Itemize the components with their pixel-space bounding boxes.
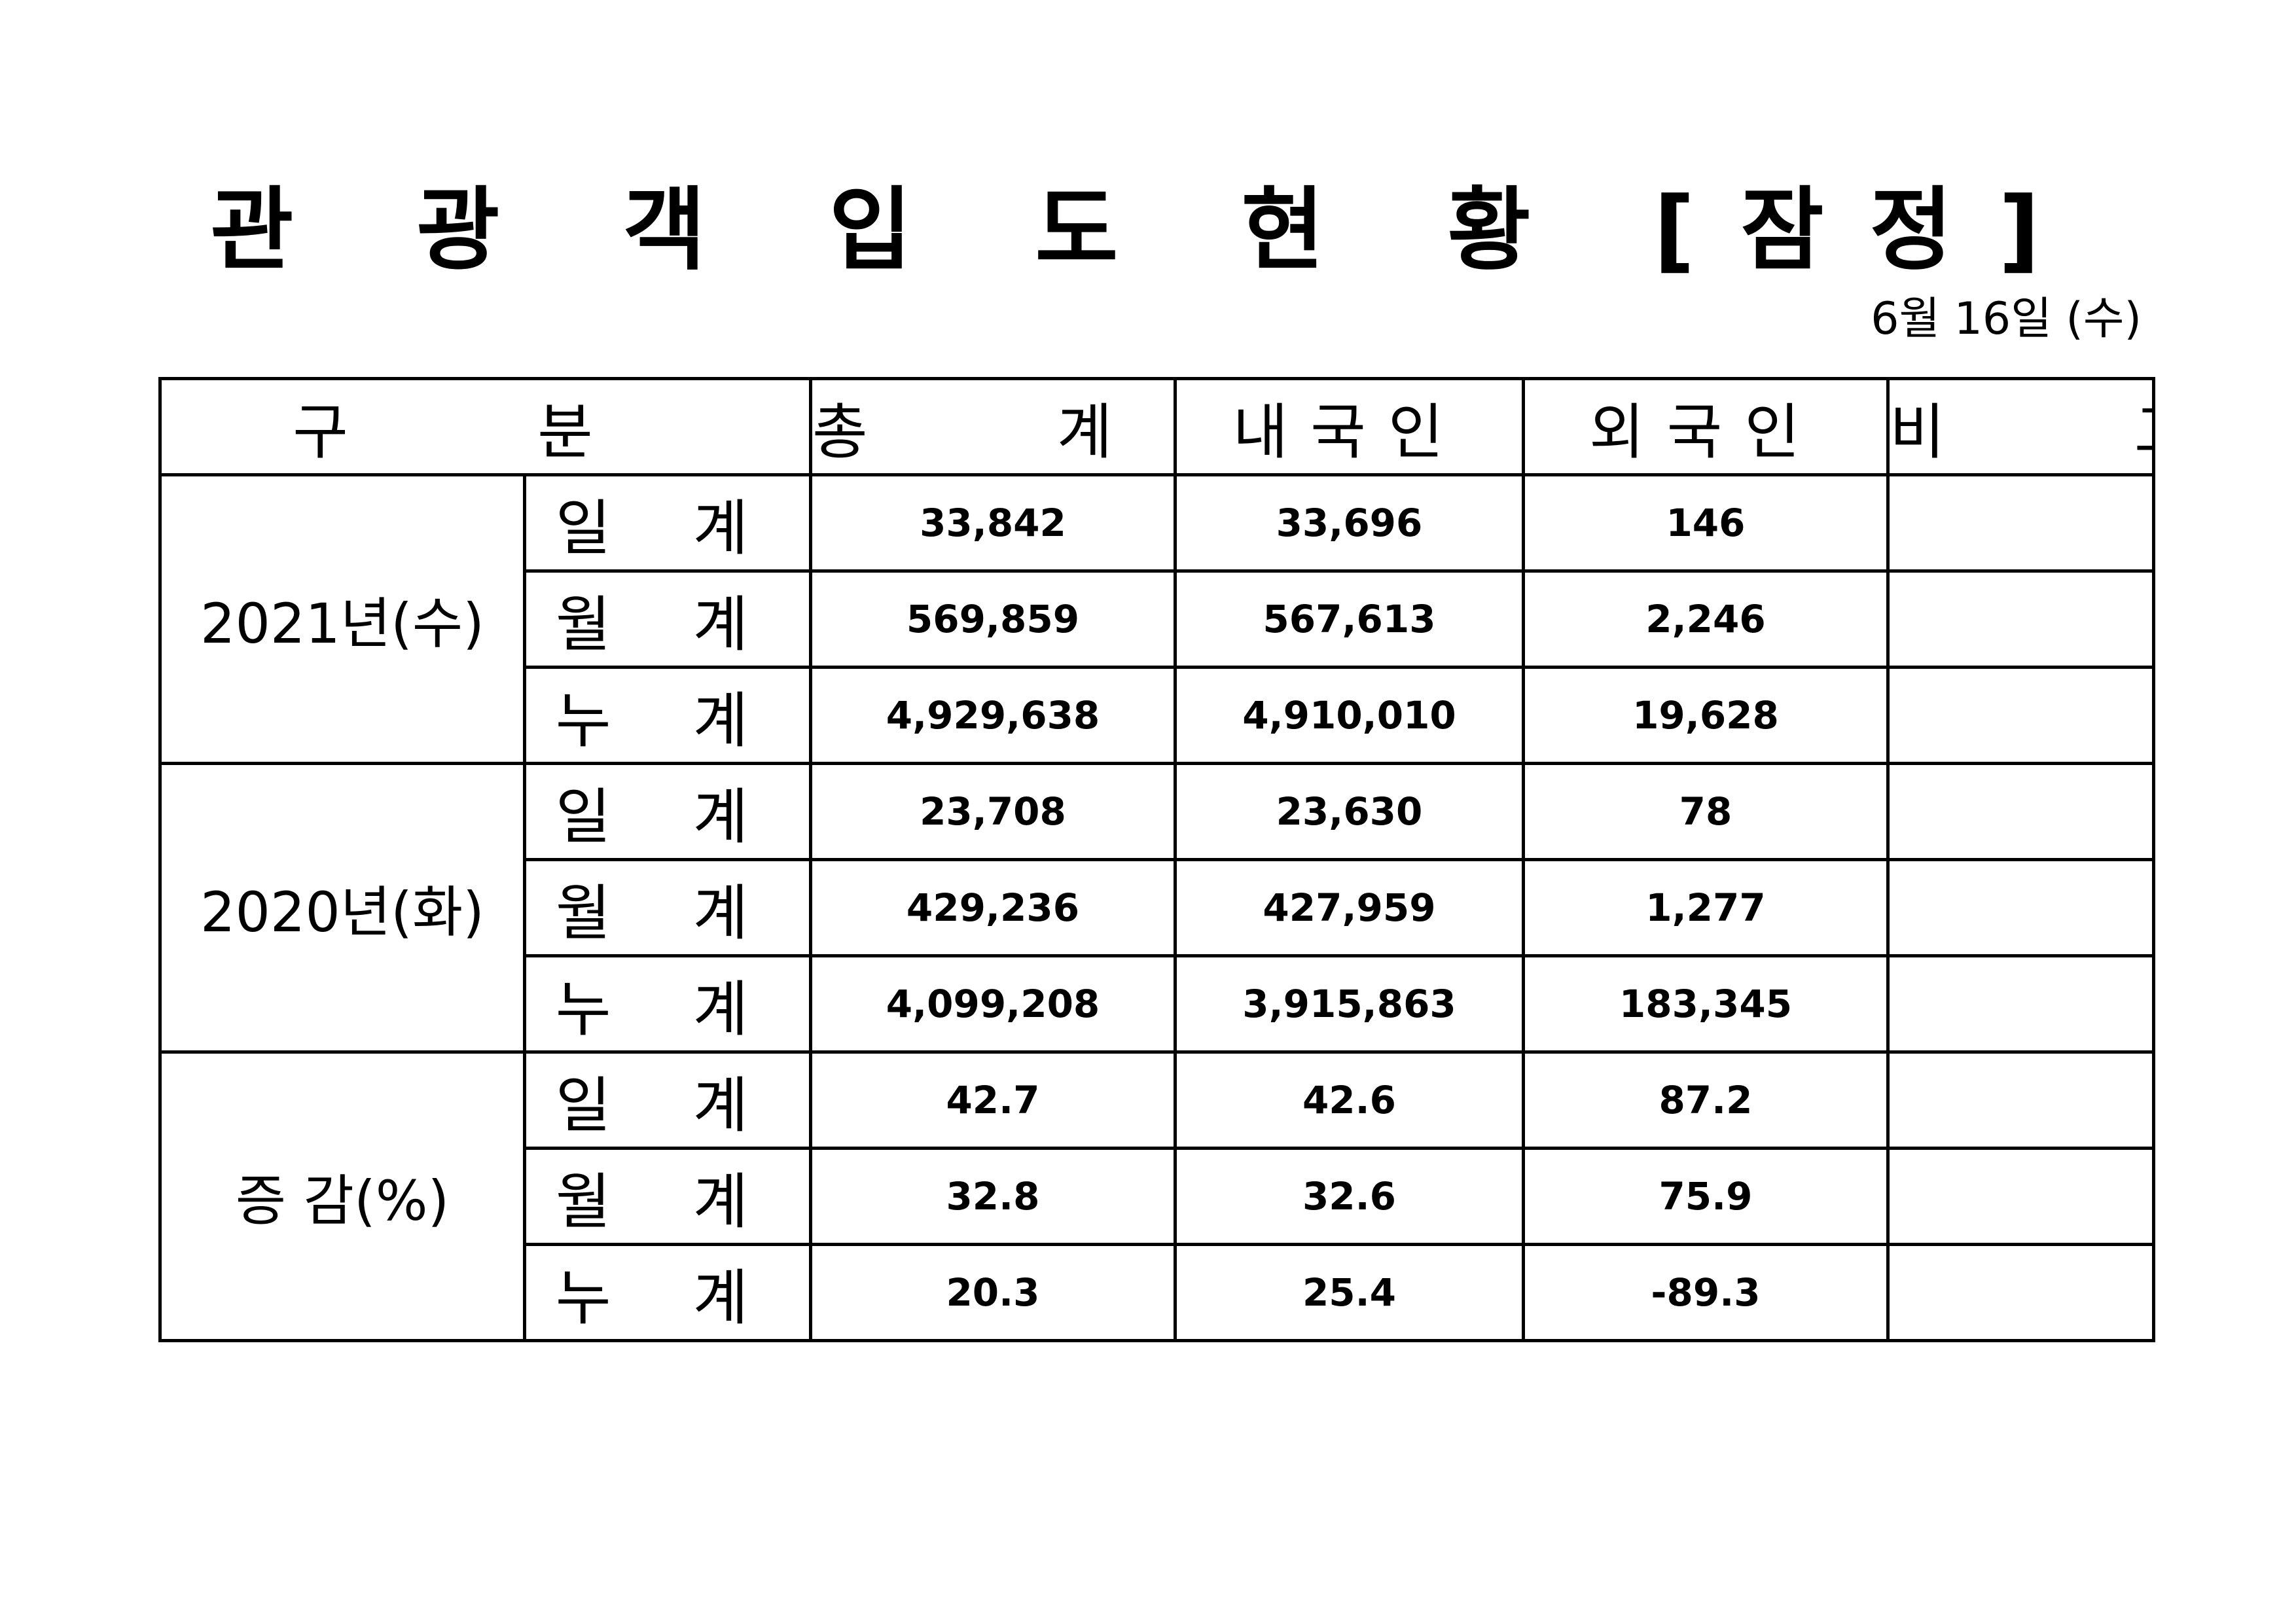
table-row: 증 감(%) 일 계 42.7 42.6 87.2	[158, 1050, 2155, 1342]
cell-total: 429,236	[809, 858, 1177, 957]
cell-domestic: 32.6	[1174, 1147, 1525, 1246]
cell-note	[1886, 1147, 2155, 1246]
cell-domestic: 42.6	[1174, 1050, 1525, 1150]
cell-note	[1886, 473, 2155, 573]
table-row: 2020년(화) 일 계 23,708 23,630 78	[158, 762, 2155, 1054]
cell-total: 23,708	[809, 762, 1177, 861]
table-row: 월 계 569,859 567,613 2,246	[160, 569, 2155, 669]
group-label: 증 감(%)	[158, 1050, 526, 1342]
row-label: 일 계	[523, 473, 812, 573]
cell-note	[1886, 1050, 2155, 1150]
header-category: 구 분	[158, 377, 812, 476]
cell-total: 569,859	[809, 569, 1177, 669]
cell-total: 4,099,208	[809, 954, 1177, 1054]
cell-note	[1886, 762, 2155, 861]
cell-note	[1886, 1243, 2155, 1342]
row-label: 누 계	[523, 666, 812, 765]
group-label: 2021년(수)	[158, 473, 526, 765]
cell-note	[1886, 569, 2155, 669]
header-domestic: 내국인	[1174, 377, 1525, 476]
table-row: 누 계 4,099,208 3,915,863 183,345	[160, 954, 2155, 1054]
group-label: 2020년(화)	[158, 762, 526, 1054]
cell-foreign: 2,246	[1522, 569, 1890, 669]
cell-domestic: 3,915,863	[1174, 954, 1525, 1054]
cell-foreign: -89.3	[1522, 1243, 1890, 1342]
row-label: 일 계	[523, 1050, 812, 1150]
cell-foreign: 78	[1522, 762, 1890, 861]
cell-total: 4,929,638	[809, 666, 1177, 765]
cell-domestic: 4,910,010	[1174, 666, 1525, 765]
cell-foreign: 1,277	[1522, 858, 1890, 957]
cell-foreign: 183,345	[1522, 954, 1890, 1054]
row-label: 월 계	[523, 569, 812, 669]
cell-domestic: 33,696	[1174, 473, 1525, 573]
page-title: 관 광 객 입 도 현 황 [잠정]	[210, 177, 2086, 283]
table-row: 누 계 4,929,638 4,910,010 19,628	[160, 666, 2155, 765]
cell-foreign: 146	[1522, 473, 1890, 573]
cell-domestic: 25.4	[1174, 1243, 1525, 1342]
header-row: 구 분 총 계 내국인 외국인 비 고	[158, 377, 2155, 476]
cell-foreign: 19,628	[1522, 666, 1890, 765]
report-date: 6월 16일 (수)	[1871, 293, 2142, 345]
table-row: 월 계 429,236 427,959 1,277	[160, 858, 2155, 957]
cell-total: 32.8	[809, 1147, 1177, 1246]
cell-domestic: 567,613	[1174, 569, 1525, 669]
table-row: 월 계 32.8 32.6 75.9	[160, 1147, 2155, 1246]
cell-total: 20.3	[809, 1243, 1177, 1342]
header-total: 총 계	[809, 377, 1177, 476]
cell-foreign: 75.9	[1522, 1147, 1890, 1246]
row-label: 누 계	[523, 954, 812, 1054]
table-row: 2021년(수) 일 계 33,842 33,696 146	[158, 473, 2155, 765]
header-note: 비 고	[1886, 377, 2155, 476]
header-foreign: 외국인	[1522, 377, 1890, 476]
cell-note	[1886, 954, 2155, 1054]
cell-total: 33,842	[809, 473, 1177, 573]
cell-domestic: 427,959	[1174, 858, 1525, 957]
cell-domestic: 23,630	[1174, 762, 1525, 861]
cell-foreign: 87.2	[1522, 1050, 1890, 1150]
cell-total: 42.7	[809, 1050, 1177, 1150]
row-label: 월 계	[523, 858, 812, 957]
cell-note	[1886, 666, 2155, 765]
row-label: 월 계	[523, 1147, 812, 1246]
table-row: 누 계 20.3 25.4 -89.3	[160, 1243, 2155, 1342]
row-label: 누 계	[523, 1243, 812, 1342]
row-label: 일 계	[523, 762, 812, 861]
tourist-arrivals-table: 구 분 총 계 내국인 외국인 비 고 2021년(수)일 계33,84233,…	[158, 377, 2155, 1342]
cell-note	[1886, 858, 2155, 957]
